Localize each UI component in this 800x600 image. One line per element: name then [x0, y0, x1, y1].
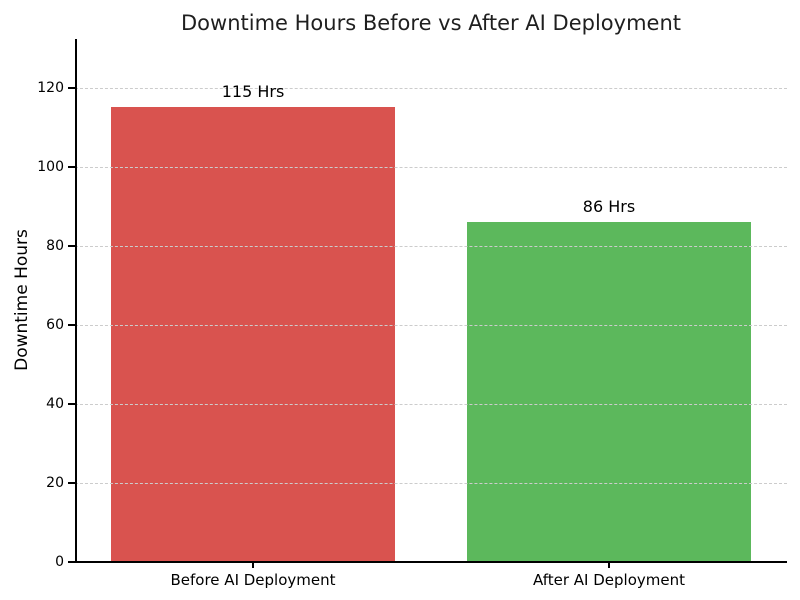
gridline-y-40: [75, 403, 787, 405]
bar-before-ai-deployment: [110, 107, 396, 562]
y-tick-label-120: 120: [37, 79, 64, 96]
gridline-y-60: [75, 324, 787, 326]
y-tick-mark-80: [68, 244, 75, 247]
y-tick-mark-0: [68, 561, 75, 563]
gridline-y-100: [75, 166, 787, 168]
chart-title: Downtime Hours Before vs After AI Deploy…: [181, 11, 681, 35]
y-tick-label-20: 20: [46, 474, 64, 491]
y-tick-mark-40: [68, 402, 75, 405]
x-axis-spine: [75, 561, 787, 563]
y-axis-label: Downtime Hours: [12, 229, 32, 371]
y-tick-label-60: 60: [46, 316, 64, 333]
y-axis-spine: [75, 39, 77, 562]
y-tick-label-100: 100: [37, 158, 64, 175]
x-tick-label-after-ai-deployment: After AI Deployment: [533, 571, 685, 589]
x-tick-mark-before-ai-deployment: [252, 563, 254, 568]
bar-value-label-before-ai-deployment: 115 Hrs: [221, 82, 285, 102]
y-tick-mark-120: [68, 86, 75, 89]
y-tick-label-40: 40: [46, 395, 64, 412]
y-tick-label-0: 0: [55, 554, 64, 570]
bar-value-label-after-ai-deployment: 86 Hrs: [582, 197, 636, 217]
y-tick-mark-20: [68, 481, 75, 484]
y-tick-mark-60: [68, 323, 75, 326]
plot-area: 115 Hrs 86 Hrs: [75, 39, 787, 563]
bar-after-ai-deployment: [466, 222, 752, 562]
gridline-y-80: [75, 245, 787, 247]
x-tick-label-before-ai-deployment: Before AI Deployment: [170, 571, 336, 589]
y-tick-mark-100: [68, 165, 75, 168]
gridline-y-20: [75, 482, 787, 484]
y-tick-label-80: 80: [46, 237, 64, 254]
gridline-y-120: [75, 87, 787, 89]
x-tick-mark-after-ai-deployment: [608, 563, 610, 568]
